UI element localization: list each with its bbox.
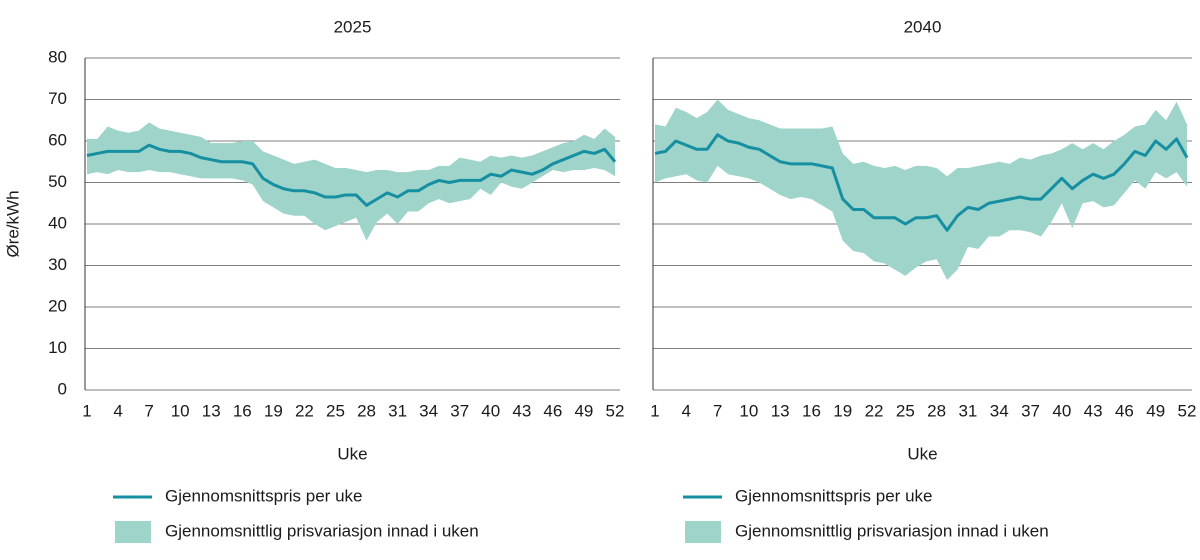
x-tick-label: 37 <box>450 401 469 420</box>
legend-label: Gjennomsnittspris per uke <box>735 486 932 505</box>
chart-title: 2040 <box>904 17 942 36</box>
x-tick-label: 13 <box>771 401 790 420</box>
x-tick-label: 28 <box>927 401 946 420</box>
x-tick-label: 22 <box>865 401 884 420</box>
x-tick-label: 25 <box>326 401 345 420</box>
y-tick-label: 0 <box>58 379 67 398</box>
y-tick-label: 20 <box>48 296 67 315</box>
band-area <box>87 122 615 241</box>
y-tick-label: 50 <box>48 172 67 191</box>
y-tick-label: 80 <box>48 47 67 66</box>
x-tick-label: 43 <box>1084 401 1103 420</box>
x-tick-label: 46 <box>1115 401 1134 420</box>
band-area <box>655 99 1187 281</box>
x-tick-label: 40 <box>1052 401 1071 420</box>
x-tick-label: 31 <box>388 401 407 420</box>
x-tick-label: 52 <box>1178 401 1197 420</box>
x-tick-label: 1 <box>82 401 91 420</box>
legend-swatch <box>685 521 721 543</box>
y-axis-label: Øre/kWh <box>3 190 22 257</box>
x-tick-label: 28 <box>357 401 376 420</box>
x-tick-label: 31 <box>958 401 977 420</box>
legend-label: Gjennomsnittlig prisvariasjon innad i uk… <box>165 521 479 540</box>
x-tick-label: 52 <box>606 401 625 420</box>
x-tick-label: 37 <box>1021 401 1040 420</box>
x-tick-label: 25 <box>896 401 915 420</box>
x-tick-label: 4 <box>682 401 691 420</box>
x-tick-label: 4 <box>113 401 122 420</box>
x-axis-label: Uke <box>907 444 937 463</box>
x-tick-label: 34 <box>419 401 438 420</box>
line-series <box>86 143 617 207</box>
x-axis-label: Uke <box>337 444 367 463</box>
x-tick-label: 19 <box>264 401 283 420</box>
x-tick-label: 46 <box>543 401 562 420</box>
x-tick-label: 40 <box>481 401 500 420</box>
y-tick-label: 70 <box>48 89 67 108</box>
chart-title: 2025 <box>334 17 372 36</box>
x-tick-label: 34 <box>990 401 1009 420</box>
x-tick-label: 1 <box>650 401 659 420</box>
y-tick-label: 10 <box>48 338 67 357</box>
legend-label: Gjennomsnittspris per uke <box>165 486 362 505</box>
x-tick-label: 43 <box>512 401 531 420</box>
x-tick-label: 19 <box>833 401 852 420</box>
y-tick-label: 40 <box>48 213 67 232</box>
legend-swatch <box>115 521 151 543</box>
x-tick-label: 22 <box>295 401 314 420</box>
x-tick-label: 16 <box>802 401 821 420</box>
x-tick-label: 10 <box>171 401 190 420</box>
line-series <box>654 133 1189 232</box>
x-tick-label: 49 <box>1146 401 1165 420</box>
x-tick-label: 13 <box>202 401 221 420</box>
y-tick-label: 60 <box>48 130 67 149</box>
x-tick-label: 16 <box>233 401 252 420</box>
x-tick-label: 7 <box>144 401 153 420</box>
y-tick-label: 30 <box>48 255 67 274</box>
x-tick-label: 7 <box>713 401 722 420</box>
x-tick-label: 49 <box>574 401 593 420</box>
legend-label: Gjennomsnittlig prisvariasjon innad i uk… <box>735 521 1049 540</box>
x-tick-label: 10 <box>739 401 758 420</box>
